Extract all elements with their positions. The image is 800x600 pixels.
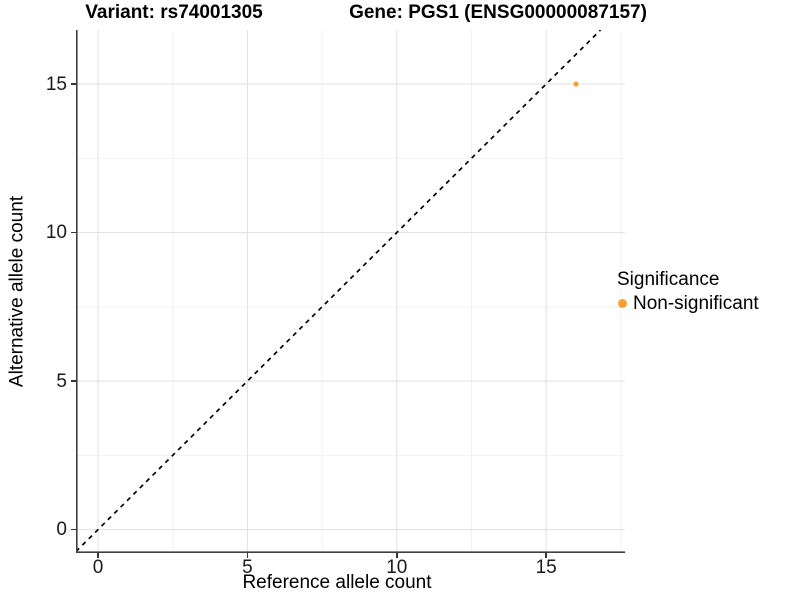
legend-title: Significance [617,269,720,290]
identity-dashed-line [76,30,602,553]
y-tick-mark [71,380,76,382]
legend: Significance Non-significant [617,269,759,314]
y-tick-mark [71,528,76,531]
x-axis-title: Reference allele count [242,572,432,593]
y-tick-label: 10 [45,222,67,244]
legend-item: Non-significant [617,293,759,314]
x-tick-mark [246,553,249,558]
x-tick-label: 15 [535,557,557,578]
x-tick-mark [396,553,398,558]
y-tick-mark [71,83,76,85]
y-tick-label: 15 [45,73,67,95]
y-tick-label: 0 [56,519,67,541]
legend-key-dot-icon [618,299,627,308]
data-point [573,81,579,87]
x-tick-mark [545,553,547,558]
legend-item-label: Non-significant [633,293,759,314]
y-tick-label: 5 [56,370,67,392]
plot-title-variant: Variant: rs74001305 [85,2,263,23]
plot-title-gene: Gene: PGS1 (ENSG00000087157) [349,2,647,23]
y-axis-title: Alternative allele count [6,195,28,388]
x-tick-label: 0 [92,557,104,578]
x-tick-label: 10 [386,557,408,578]
x-tick-mark [97,553,99,558]
plot-canvas [76,30,625,553]
y-tick-mark [71,231,76,234]
x-tick-label: 5 [242,557,253,578]
legend-items: Non-significant [617,293,759,314]
plot-panel [76,30,625,553]
